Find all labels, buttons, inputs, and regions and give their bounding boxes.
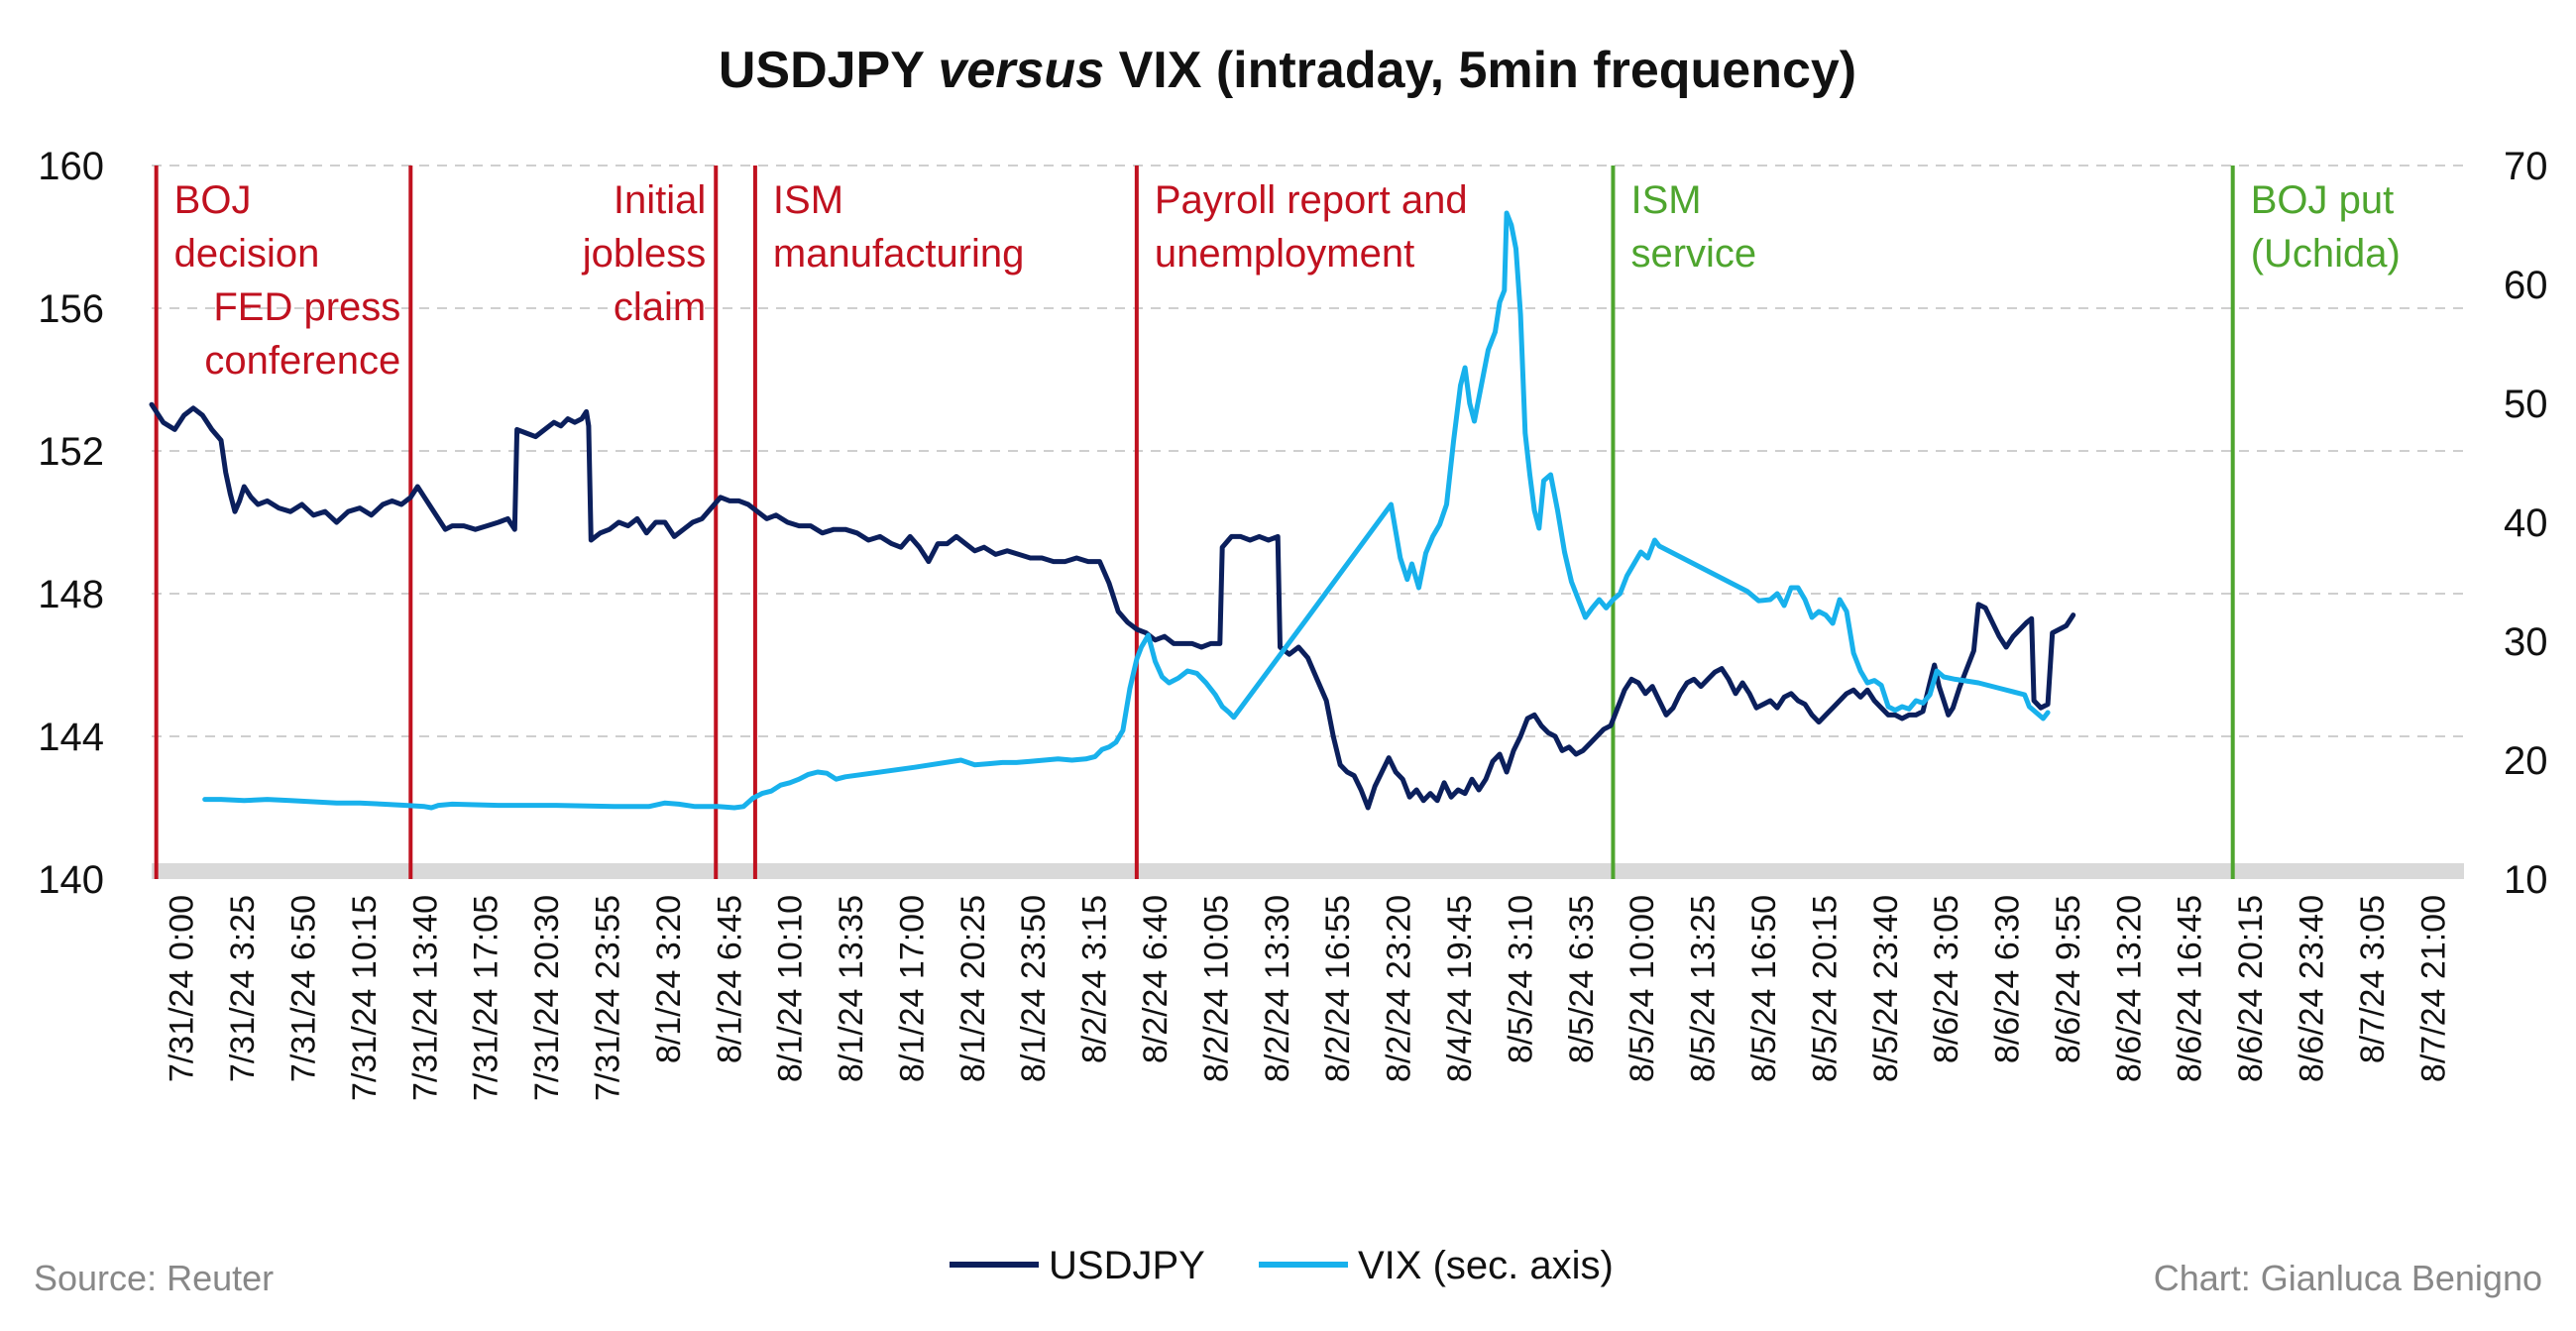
event-label: (Uchida) <box>2251 232 2401 276</box>
x-tick-label: 8/5/24 16:50 <box>1745 895 1783 1082</box>
y-left-tick-label: 144 <box>38 716 104 759</box>
gridlines <box>152 165 2464 879</box>
x-tick-label: 8/1/24 6:45 <box>711 895 748 1063</box>
x-tick-label: 8/1/24 13:35 <box>833 895 870 1082</box>
y-left-tick-label: 160 <box>38 145 104 188</box>
event-label: jobless <box>582 232 707 276</box>
axes: 140 144 148 152 156 160 10 20 30 40 50 60 70 7/31/24 … <box>38 145 2547 1101</box>
x-tick-label: 8/2/24 16:55 <box>1319 895 1357 1082</box>
y-right-tick-label: 50 <box>2504 383 2548 426</box>
x-tick-label: 8/2/24 23:20 <box>1381 895 1418 1082</box>
x-tick-label: 7/31/24 17:05 <box>468 895 505 1101</box>
y-right-tick-label: 40 <box>2504 501 2548 545</box>
y-right-tick-label: 30 <box>2504 620 2548 664</box>
x-tick-label: 8/1/24 17:00 <box>893 895 931 1082</box>
x-tick-label: 8/1/24 23:50 <box>1015 895 1053 1082</box>
y-right-tick-label: 70 <box>2504 145 2548 188</box>
event-label: unemployment <box>1155 232 1414 276</box>
chart-title-part2: versus <box>938 42 1104 99</box>
x-tick-label: 8/1/24 3:20 <box>650 895 688 1063</box>
chart-title-part3: VIX (intraday, 5min frequency) <box>1104 42 1856 99</box>
event-label: BOJ put <box>2251 178 2395 222</box>
x-tick-label: 8/6/24 20:15 <box>2232 895 2270 1082</box>
x-tick-label: 8/6/24 13:20 <box>2110 895 2148 1082</box>
source-note: Source: Reuter <box>34 1258 274 1298</box>
x-tick-label: 8/5/24 20:15 <box>1806 895 1844 1082</box>
x-tick-label: 8/7/24 3:05 <box>2354 895 2392 1063</box>
y-left-tick-label: 148 <box>38 573 104 616</box>
y-left-tick-label: 156 <box>38 287 104 331</box>
x-tick-label: 8/4/24 19:45 <box>1441 895 1479 1082</box>
event-markers: BOJ decision FED press conference Initial job… <box>154 166 2401 879</box>
legend-label-vix: VIX (sec. axis) <box>1358 1244 1614 1287</box>
x-tick-label: 7/31/24 3:25 <box>224 895 262 1082</box>
x-tick-label: 7/31/24 20:30 <box>528 895 566 1101</box>
x-tick-label: 7/31/24 10:15 <box>346 895 384 1101</box>
x-tick-label: 8/6/24 6:30 <box>1989 895 2027 1063</box>
event-label: BOJ <box>174 178 252 222</box>
x-tick-label: 8/5/24 10:00 <box>1624 895 1661 1082</box>
x-tick-label: 7/31/24 6:50 <box>284 895 322 1082</box>
event-label: conference <box>204 339 400 383</box>
event-label: decision <box>174 232 320 276</box>
y-right-tick-label: 10 <box>2504 858 2548 902</box>
event-label: FED press <box>213 285 400 329</box>
event-label: ISM <box>1630 178 1701 222</box>
x-tick-label: 8/2/24 10:05 <box>1197 895 1235 1082</box>
chart-title: USDJPY versus VIX (intraday, 5min freque… <box>719 42 1856 99</box>
x-tick-label: 7/31/24 13:40 <box>406 895 444 1101</box>
chart-credit: Chart: Gianluca Benigno <box>2154 1258 2542 1298</box>
x-tick-label: 8/6/24 23:40 <box>2294 895 2331 1082</box>
event-label: ISM <box>773 178 843 222</box>
y-right-tick-label: 60 <box>2504 264 2548 307</box>
event-label: manufacturing <box>773 232 1024 276</box>
series-line-vix <box>202 210 2051 811</box>
x-tick-label: 8/5/24 6:35 <box>1563 895 1601 1063</box>
y-left-tick-label: 152 <box>38 430 104 474</box>
chart-title-part1: USDJPY <box>719 42 939 99</box>
x-tick-label: 8/2/24 13:30 <box>1259 895 1296 1082</box>
event-label: Initial <box>614 178 706 222</box>
x-tick-label: 8/2/24 3:15 <box>1076 895 1114 1063</box>
x-tick-label: 8/5/24 13:25 <box>1685 895 1723 1082</box>
legend: USDJPY VIX (sec. axis) <box>950 1244 1614 1287</box>
x-tick-label: 8/1/24 10:10 <box>772 895 810 1082</box>
series-lines <box>149 210 2076 811</box>
y-left-tick-label: 140 <box>38 858 104 902</box>
x-tick-label: 8/5/24 23:40 <box>1867 895 1905 1082</box>
series-line-usdjpy <box>149 401 2076 811</box>
event-label: claim <box>614 285 706 329</box>
x-tick-label: 8/5/24 3:10 <box>1502 895 1539 1063</box>
x-tick-label: 8/1/24 20:25 <box>954 895 992 1082</box>
x-tick-label: 7/31/24 23:55 <box>589 895 626 1101</box>
x-tick-label: 8/2/24 6:40 <box>1137 895 1175 1063</box>
x-tick-label: 8/6/24 3:05 <box>1928 895 1965 1063</box>
event-label: Payroll report and <box>1155 178 1468 222</box>
x-tick-label: 8/6/24 16:45 <box>2172 895 2209 1082</box>
x-tick-label: 8/6/24 9:55 <box>2050 895 2087 1063</box>
plot-bottom-band <box>152 863 2464 879</box>
event-label: service <box>1630 232 1756 276</box>
y-right-tick-label: 20 <box>2504 739 2548 783</box>
legend-label-usdjpy: USDJPY <box>1049 1244 1205 1287</box>
x-tick-label: 7/31/24 0:00 <box>164 895 201 1082</box>
x-tick-label: 8/7/24 21:00 <box>2414 895 2452 1082</box>
